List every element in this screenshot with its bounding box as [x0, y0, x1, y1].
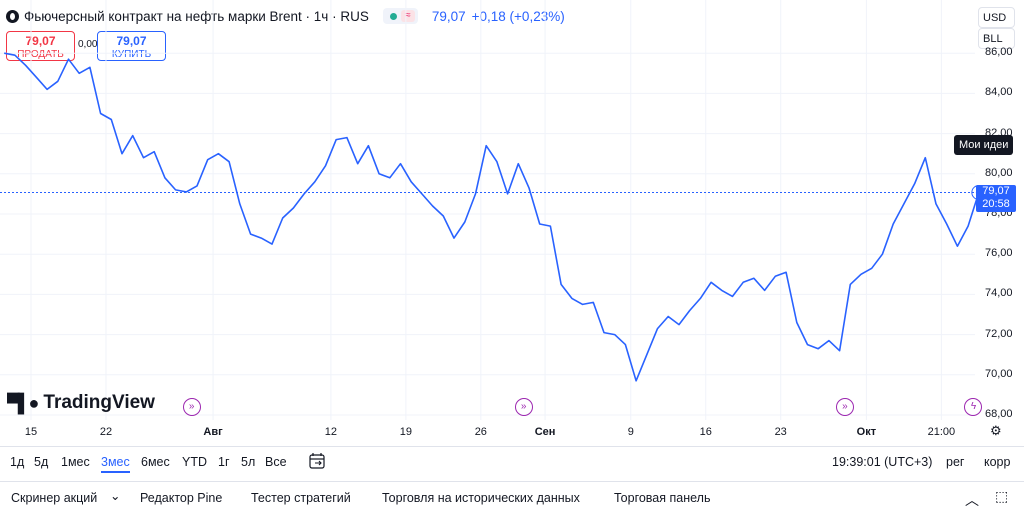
unit-dropdown[interactable]: BLL	[978, 28, 1015, 49]
market-status[interactable]: ≈	[382, 8, 418, 24]
tradingview-logo[interactable]: ▀▌● TradingView	[7, 392, 155, 414]
range-button-6[interactable]: 1г	[218, 455, 230, 469]
calendar-goto-date-icon[interactable]	[308, 452, 326, 470]
x-axis-tick-label: 16	[699, 426, 712, 438]
y-axis-tick-label: 72,00	[985, 327, 1013, 340]
chart-grid	[0, 0, 975, 420]
badge-countdown: 20:58	[982, 198, 1010, 210]
symbol-header: Фьючерсный контракт на нефть марки Brent…	[0, 0, 975, 32]
x-axis-tick-label: 12	[324, 426, 337, 438]
symbol-title[interactable]: Фьючерсный контракт на нефть марки Brent…	[24, 8, 369, 24]
buy-price: 79,07	[116, 34, 147, 48]
regular-session-toggle[interactable]: рег	[946, 455, 965, 469]
panel-tab-0[interactable]: Скринер акций	[11, 491, 98, 505]
collapse-panel-icon[interactable]: ︿	[965, 492, 979, 508]
date-range-bar: 1д 5д 1мес 3мес 6мес YTD 1г 5л Все	[0, 447, 1024, 479]
x-axis-tick-label: 26	[474, 426, 487, 438]
price-change: +0,18 (+0,23%)	[471, 8, 565, 24]
y-axis-tick-label: 74,00	[985, 287, 1013, 300]
spread-value: 0,00	[78, 39, 98, 50]
range-button-5[interactable]: YTD	[182, 455, 207, 469]
currency-dropdown[interactable]: USD	[978, 7, 1015, 28]
y-axis-tick-label: 86,00	[985, 46, 1013, 59]
x-axis-tick-label: 9	[627, 426, 634, 438]
y-axis-tick-label: 68,00	[985, 408, 1013, 420]
range-button-7[interactable]: 5л	[241, 455, 256, 469]
range-button-2[interactable]: 1мес	[61, 455, 90, 469]
x-axis-tick-label: Авг	[203, 426, 223, 438]
range-button-0[interactable]: 1д	[10, 455, 25, 469]
x-axis-tick-label: 23	[774, 426, 787, 438]
range-button-1[interactable]: 5д	[34, 455, 49, 469]
x-axis-tick-label: 19	[399, 426, 412, 438]
badge-price: 79,07	[982, 185, 1010, 197]
buy-label: КУПИТЬ	[111, 49, 152, 60]
price-chart[interactable]	[0, 0, 1024, 446]
sell-label: ПРОДАТЬ	[17, 49, 64, 60]
market-open-status-icon	[389, 12, 397, 20]
divider	[0, 446, 1024, 447]
dividend-event-icon[interactable]: ϟ	[964, 398, 983, 416]
range-button-3[interactable]: 3мес	[101, 455, 130, 473]
x-axis-tick-label: 22	[99, 426, 113, 438]
tradingview-logo-text: TradingView	[43, 392, 155, 413]
my-ideas-tooltip[interactable]: Мои идеи	[954, 135, 1014, 155]
tradingview-logo-icon: ▀▌●	[7, 392, 39, 413]
y-axis-tick-label: 80,00	[985, 166, 1013, 179]
x-axis-tick-label: 15	[24, 426, 38, 438]
x-axis-tick-label: Окт	[856, 426, 877, 438]
price-scale-badge: 79,07 20:58	[976, 185, 1016, 212]
sell-button[interactable]: 79,07 ПРОДАТЬ	[6, 31, 75, 61]
contract-rollover-event-icon[interactable]: »	[835, 398, 854, 416]
divider	[0, 481, 1024, 482]
range-button-4[interactable]: 6мес	[141, 455, 170, 469]
contract-rollover-event-icon[interactable]: »	[182, 398, 201, 416]
bottom-panel-tabs: Скринер акций Редактор Pine Тестер стратег…	[0, 482, 1024, 517]
y-axis-tick-label: 84,00	[985, 86, 1013, 99]
x-axis-tick-label: Сен	[534, 426, 556, 438]
price-series-line	[4, 52, 980, 382]
panel-tab-1[interactable]: Редактор Pine	[140, 491, 223, 505]
x-axis-tick-label: 21:00	[927, 426, 956, 438]
panel-tab-3[interactable]: Торговля на исторических данных	[382, 491, 580, 505]
panel-tab-4[interactable]: Торговая панель	[614, 491, 711, 505]
contract-rollover-event-icon[interactable]: »	[514, 398, 533, 416]
panel-tab-2[interactable]: Тестер стратегий	[251, 491, 351, 505]
range-button-8[interactable]: Все	[265, 455, 287, 469]
last-price: 79,07	[431, 8, 466, 24]
settings-gear-icon[interactable]: ⚙	[990, 423, 1002, 438]
screener-chevron-down-icon[interactable]: ⌄	[110, 489, 121, 503]
data-delay-icon: ≈	[400, 10, 415, 22]
buy-button[interactable]: 79,07 КУПИТЬ	[97, 31, 166, 61]
adjust-data-toggle[interactable]: корр	[984, 455, 1011, 469]
maximize-panel-icon[interactable]: ⬚	[995, 488, 1009, 504]
y-axis-tick-label: 76,00	[985, 247, 1013, 260]
y-axis-tick-label: 70,00	[985, 367, 1013, 380]
timezone-clock[interactable]: 19:39:01 (UTC+3)	[832, 455, 933, 469]
sell-price: 79,07	[25, 34, 56, 48]
symbol-logo-icon	[6, 9, 19, 23]
